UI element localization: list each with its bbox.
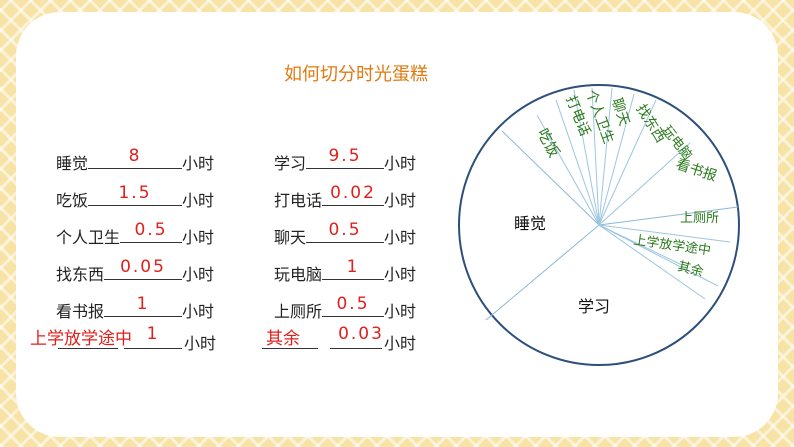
pie-label-read: 看书报 bbox=[674, 157, 719, 185]
pie-divider bbox=[485, 224, 600, 321]
pie-label-study: 学习 bbox=[578, 297, 610, 316]
pie-divider bbox=[591, 87, 600, 226]
right-item-label: 上厕所 bbox=[274, 302, 323, 321]
pie-divider bbox=[598, 99, 657, 226]
pie-divider bbox=[573, 89, 600, 226]
table-row: 吃饭 1.5 小时 打电话 0.02 小时 bbox=[0, 183, 794, 210]
right-item-label: 打电话 bbox=[274, 191, 323, 210]
answer-blank bbox=[88, 205, 182, 206]
unit-label: 小时 bbox=[384, 302, 417, 321]
unit-label: 小时 bbox=[182, 302, 215, 321]
unit-label: 小时 bbox=[384, 334, 417, 353]
left-answer-value: 1.5 bbox=[118, 183, 152, 203]
right-answer-value: 0.5 bbox=[328, 220, 362, 240]
right-answer-value: 0.5 bbox=[336, 294, 370, 314]
unit-label: 小时 bbox=[384, 191, 417, 210]
pie-divider bbox=[536, 114, 600, 226]
page-title: 如何切分时光蛋糕 bbox=[284, 64, 428, 85]
right-item-label: 玩电脑 bbox=[274, 265, 323, 284]
pie-divider bbox=[598, 93, 635, 226]
unit-label: 小时 bbox=[182, 154, 215, 173]
pie-divider bbox=[598, 224, 719, 287]
table-row: 睡觉 8 小时 学习 9.5 小时 bbox=[0, 146, 794, 173]
table-row: 上学放学途中 1 小时 其余 0.03 小时 bbox=[0, 324, 794, 353]
answer-blank bbox=[58, 348, 118, 349]
right-answer-value: 0.03 bbox=[338, 324, 384, 344]
left-answer-value: 8 bbox=[128, 146, 142, 166]
left-answer-value: 0.05 bbox=[120, 257, 166, 277]
unit-label: 小时 bbox=[182, 265, 215, 284]
right-item-label: 学习 bbox=[274, 154, 307, 173]
content-card bbox=[16, 12, 778, 437]
table-row: 找东西 0.05 小时 玩电脑 1 小时 bbox=[0, 257, 794, 284]
unit-label: 小时 bbox=[182, 228, 215, 247]
right-item-label: 聊天 bbox=[274, 228, 307, 247]
left-answer-value: 1 bbox=[146, 324, 160, 344]
left-item-label: 睡觉 bbox=[56, 154, 89, 173]
answer-blank bbox=[306, 242, 384, 243]
unit-label: 小时 bbox=[384, 154, 417, 173]
pie-divider bbox=[501, 130, 600, 226]
pie-divider bbox=[555, 99, 600, 226]
pie-divider bbox=[598, 142, 691, 226]
answer-blank bbox=[88, 168, 182, 169]
unit-label: 小时 bbox=[184, 334, 217, 353]
left-item-label: 吃饭 bbox=[56, 191, 89, 210]
unit-label: 小时 bbox=[384, 228, 417, 247]
answer-blank bbox=[262, 348, 318, 349]
left-answer-value: 0.5 bbox=[134, 220, 168, 240]
pie-outline bbox=[458, 84, 740, 366]
left-item-label: 个人卫生 bbox=[56, 228, 121, 247]
pie-label-other: 其余 bbox=[676, 258, 705, 280]
answer-blank bbox=[124, 348, 182, 349]
answer-blank bbox=[104, 279, 182, 280]
answer-blank bbox=[322, 279, 384, 280]
right-answer-value: 9.5 bbox=[328, 146, 362, 166]
answer-blank bbox=[120, 242, 182, 243]
left-answer-label: 上学放学途中 bbox=[30, 329, 132, 349]
answer-blank bbox=[306, 168, 384, 169]
unit-label: 小时 bbox=[384, 265, 417, 284]
pie-label-commute: 上学放学途中 bbox=[632, 232, 711, 259]
answer-blank bbox=[322, 205, 384, 206]
table-row: 看书报 1 小时 上厕所 0.5 小时 bbox=[0, 294, 794, 321]
pie-divider bbox=[598, 224, 683, 266]
right-answer-value: 0.02 bbox=[330, 183, 376, 203]
pie-label-sleep: 睡觉 bbox=[514, 214, 546, 233]
pie-label-chat: 聊天 bbox=[608, 96, 632, 128]
table-row: 个人卫生 0.5 小时 聊天 0.5 小时 bbox=[0, 220, 794, 247]
answer-blank bbox=[104, 316, 182, 317]
answer-blank bbox=[330, 348, 382, 349]
pie-divider bbox=[598, 87, 613, 226]
pie-label-eat: 吃饭 bbox=[533, 125, 563, 160]
left-answer-value: 1 bbox=[136, 294, 150, 314]
pie-label-toilet: 上厕所 bbox=[680, 211, 719, 226]
left-item-label: 看书报 bbox=[56, 302, 105, 321]
right-answer-label: 其余 bbox=[266, 329, 300, 349]
pie-divider bbox=[598, 224, 706, 300]
unit-label: 小时 bbox=[182, 191, 215, 210]
left-item-label: 找东西 bbox=[56, 265, 105, 284]
pie-divider bbox=[598, 206, 739, 226]
answer-blank bbox=[322, 316, 384, 317]
right-answer-value: 1 bbox=[346, 257, 360, 277]
pie-divider bbox=[598, 224, 731, 243]
